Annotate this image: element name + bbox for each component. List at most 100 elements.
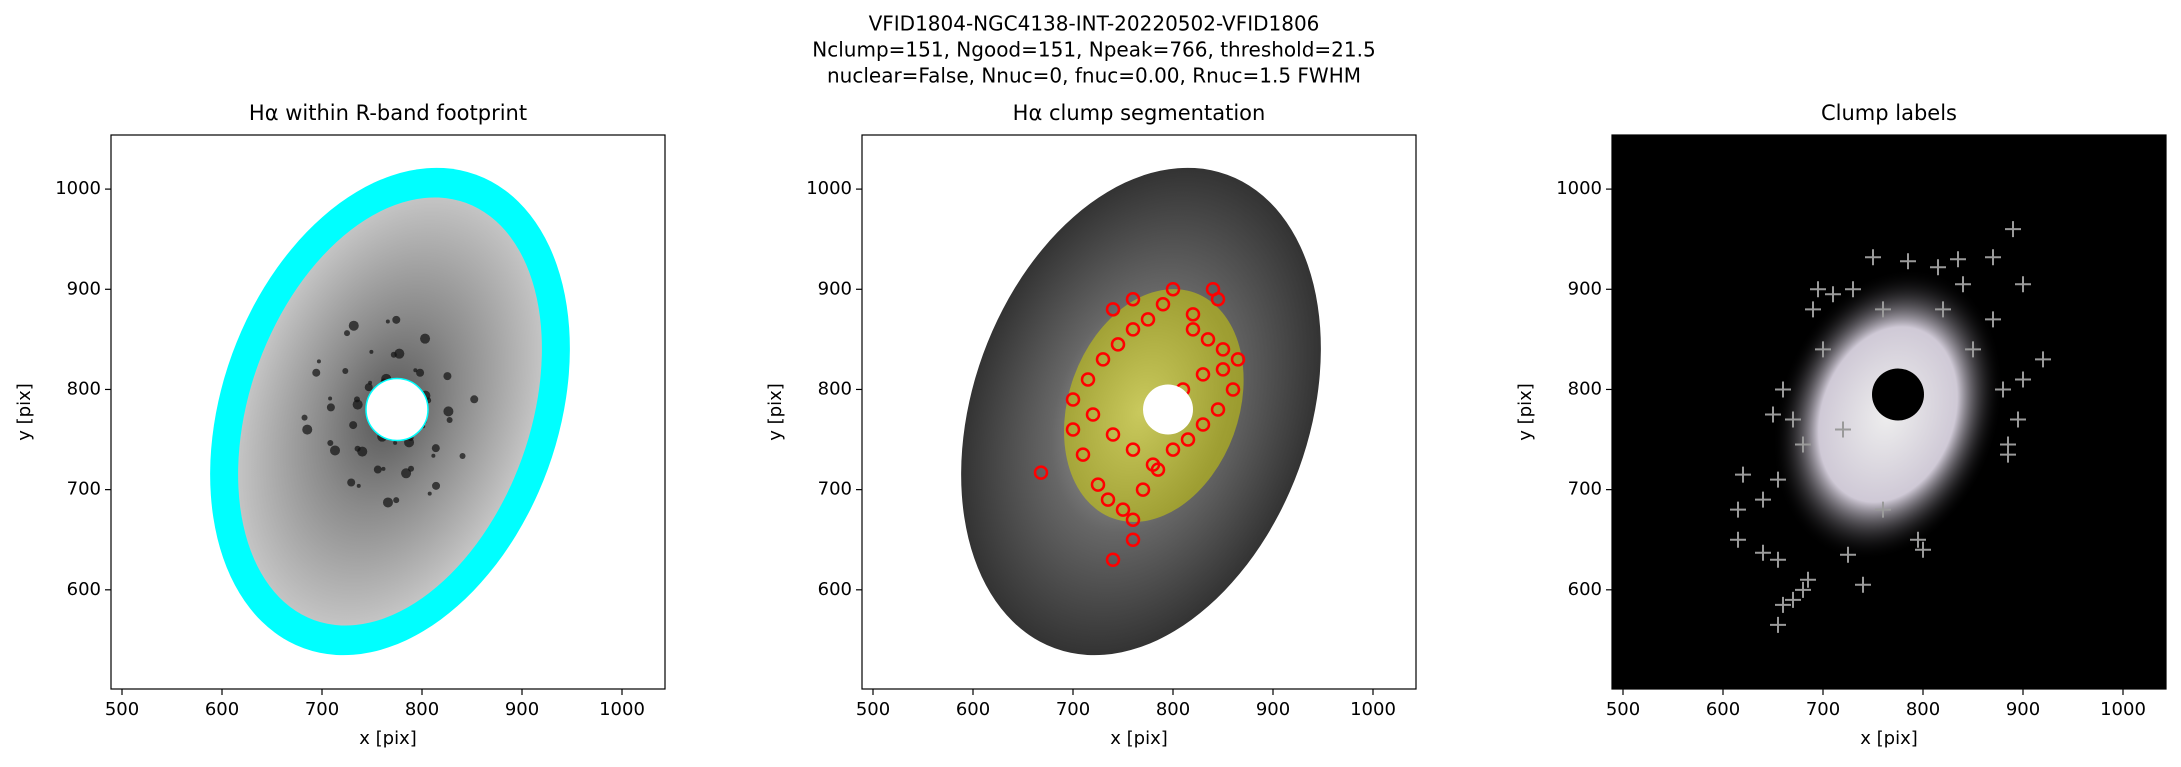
emission-blob xyxy=(427,491,432,496)
emission-blob xyxy=(459,452,466,459)
emission-blob xyxy=(401,468,412,479)
clump-marker xyxy=(1090,477,1106,492)
x-tick-label: 1000 xyxy=(1350,699,1396,720)
clump-marker xyxy=(1985,249,2001,266)
clump-marker xyxy=(1775,381,1791,398)
clump-marker xyxy=(1195,367,1211,382)
clump-marker xyxy=(1955,276,1971,293)
clump-marker xyxy=(1755,491,1771,508)
y-tick-label: 600 xyxy=(1568,579,1602,600)
y-tick-label: 800 xyxy=(818,378,852,399)
panel-title: Clump labels xyxy=(1821,101,1957,125)
clump-marker xyxy=(1110,337,1126,352)
emission-blob xyxy=(312,368,321,377)
clump-marker xyxy=(1210,402,1226,417)
y-tick-label: 900 xyxy=(67,278,101,299)
y-axis-label: y [pix] xyxy=(1515,383,1536,441)
clump-marker xyxy=(1840,546,1856,563)
x-tick-label: 800 xyxy=(1156,699,1190,720)
x-tick-label: 1000 xyxy=(599,699,645,720)
clump-marker xyxy=(1910,531,1926,548)
x-tick-label: 900 xyxy=(505,699,539,720)
clump-marker xyxy=(1935,301,1951,318)
x-tick-label: 500 xyxy=(856,699,890,720)
clump-marker xyxy=(1865,249,1881,266)
clump-marker xyxy=(2015,276,2031,293)
clump-marker xyxy=(1165,282,1181,297)
clump-marker xyxy=(1125,322,1141,337)
emission-blob xyxy=(330,445,341,456)
emission-blob xyxy=(394,348,405,359)
emission-blob xyxy=(326,403,335,412)
clump-marker xyxy=(1125,532,1141,547)
x-tick-label: 600 xyxy=(205,699,239,720)
clump-marker xyxy=(1155,297,1171,312)
emission-blob xyxy=(431,444,440,453)
clump-marker xyxy=(1770,616,1786,633)
clump-marker xyxy=(1825,286,1841,303)
emission-blob xyxy=(327,440,334,447)
clump-marker xyxy=(1125,442,1141,457)
axes-frame xyxy=(110,134,666,690)
clump-marker xyxy=(1095,352,1111,367)
axes-frame xyxy=(861,134,1417,690)
emission-blob xyxy=(356,483,361,488)
clump-marker xyxy=(1195,417,1211,432)
emission-blob xyxy=(369,349,374,354)
clump-marker xyxy=(1210,292,1226,307)
clump-marker xyxy=(1145,457,1161,472)
y-axis-label: y [pix] xyxy=(14,383,35,441)
clump-marker xyxy=(2015,371,2031,388)
clump-marker xyxy=(1800,571,1816,588)
emission-blob xyxy=(392,315,401,324)
clump-marker xyxy=(1900,253,1916,270)
x-tick-label: 600 xyxy=(1706,699,1740,720)
panel-title: Hα clump segmentation xyxy=(1013,101,1266,125)
clump-marker xyxy=(1180,432,1196,447)
clump-marker xyxy=(1785,411,1801,428)
emission-blob xyxy=(357,446,368,457)
nucleus xyxy=(365,377,429,442)
emission-blob xyxy=(302,424,313,435)
emission-blob xyxy=(446,416,453,423)
x-tick-label: 800 xyxy=(405,699,439,720)
emission-blob xyxy=(431,453,436,458)
emission-blob xyxy=(408,465,415,472)
clump-marker xyxy=(2005,221,2021,238)
x-tick-label: 800 xyxy=(1906,699,1940,720)
clump-marker xyxy=(1200,332,1216,347)
clump-marker xyxy=(1225,382,1241,397)
axes-frame xyxy=(1611,134,2167,690)
panel: 500 600 700 800 900 1000 600 700 800 900 1000 Hα wi… xyxy=(14,101,666,749)
plot-area xyxy=(111,135,665,689)
emission-blob xyxy=(316,359,321,364)
x-tick-label: 1000 xyxy=(2100,699,2146,720)
y-tick-label: 700 xyxy=(1568,479,1602,500)
clump-marker xyxy=(1985,311,2001,328)
plot-area xyxy=(862,135,1416,689)
y-tick-label: 800 xyxy=(67,378,101,399)
x-tick-label: 700 xyxy=(1056,699,1090,720)
clump-marker xyxy=(1085,407,1101,422)
emission-blob xyxy=(470,395,479,404)
clump-marker xyxy=(1845,281,1861,298)
clump-marker xyxy=(1855,576,1871,593)
x-tick-label: 900 xyxy=(2006,699,2040,720)
y-tick-label: 600 xyxy=(67,579,101,600)
emission-blob xyxy=(416,368,425,377)
nucleus xyxy=(1143,384,1193,435)
clump-marker xyxy=(1135,482,1151,497)
emission-blob xyxy=(301,414,308,421)
clump-marker xyxy=(1165,442,1181,457)
y-tick-label: 700 xyxy=(818,479,852,500)
emission-blob xyxy=(328,396,333,401)
emission-blob xyxy=(348,320,359,331)
clump-marker xyxy=(1930,259,1946,276)
figure-title: nuclear=False, Nnuc=0, fnuc=0.00, Rnuc=1… xyxy=(827,64,1361,88)
clump-marker xyxy=(1075,447,1091,462)
x-axis-label: x [pix] xyxy=(359,728,417,749)
clump-marker xyxy=(1965,341,1981,358)
clump-marker xyxy=(1730,501,1746,518)
emission-blob xyxy=(443,406,454,417)
clump-marker xyxy=(1100,492,1116,507)
